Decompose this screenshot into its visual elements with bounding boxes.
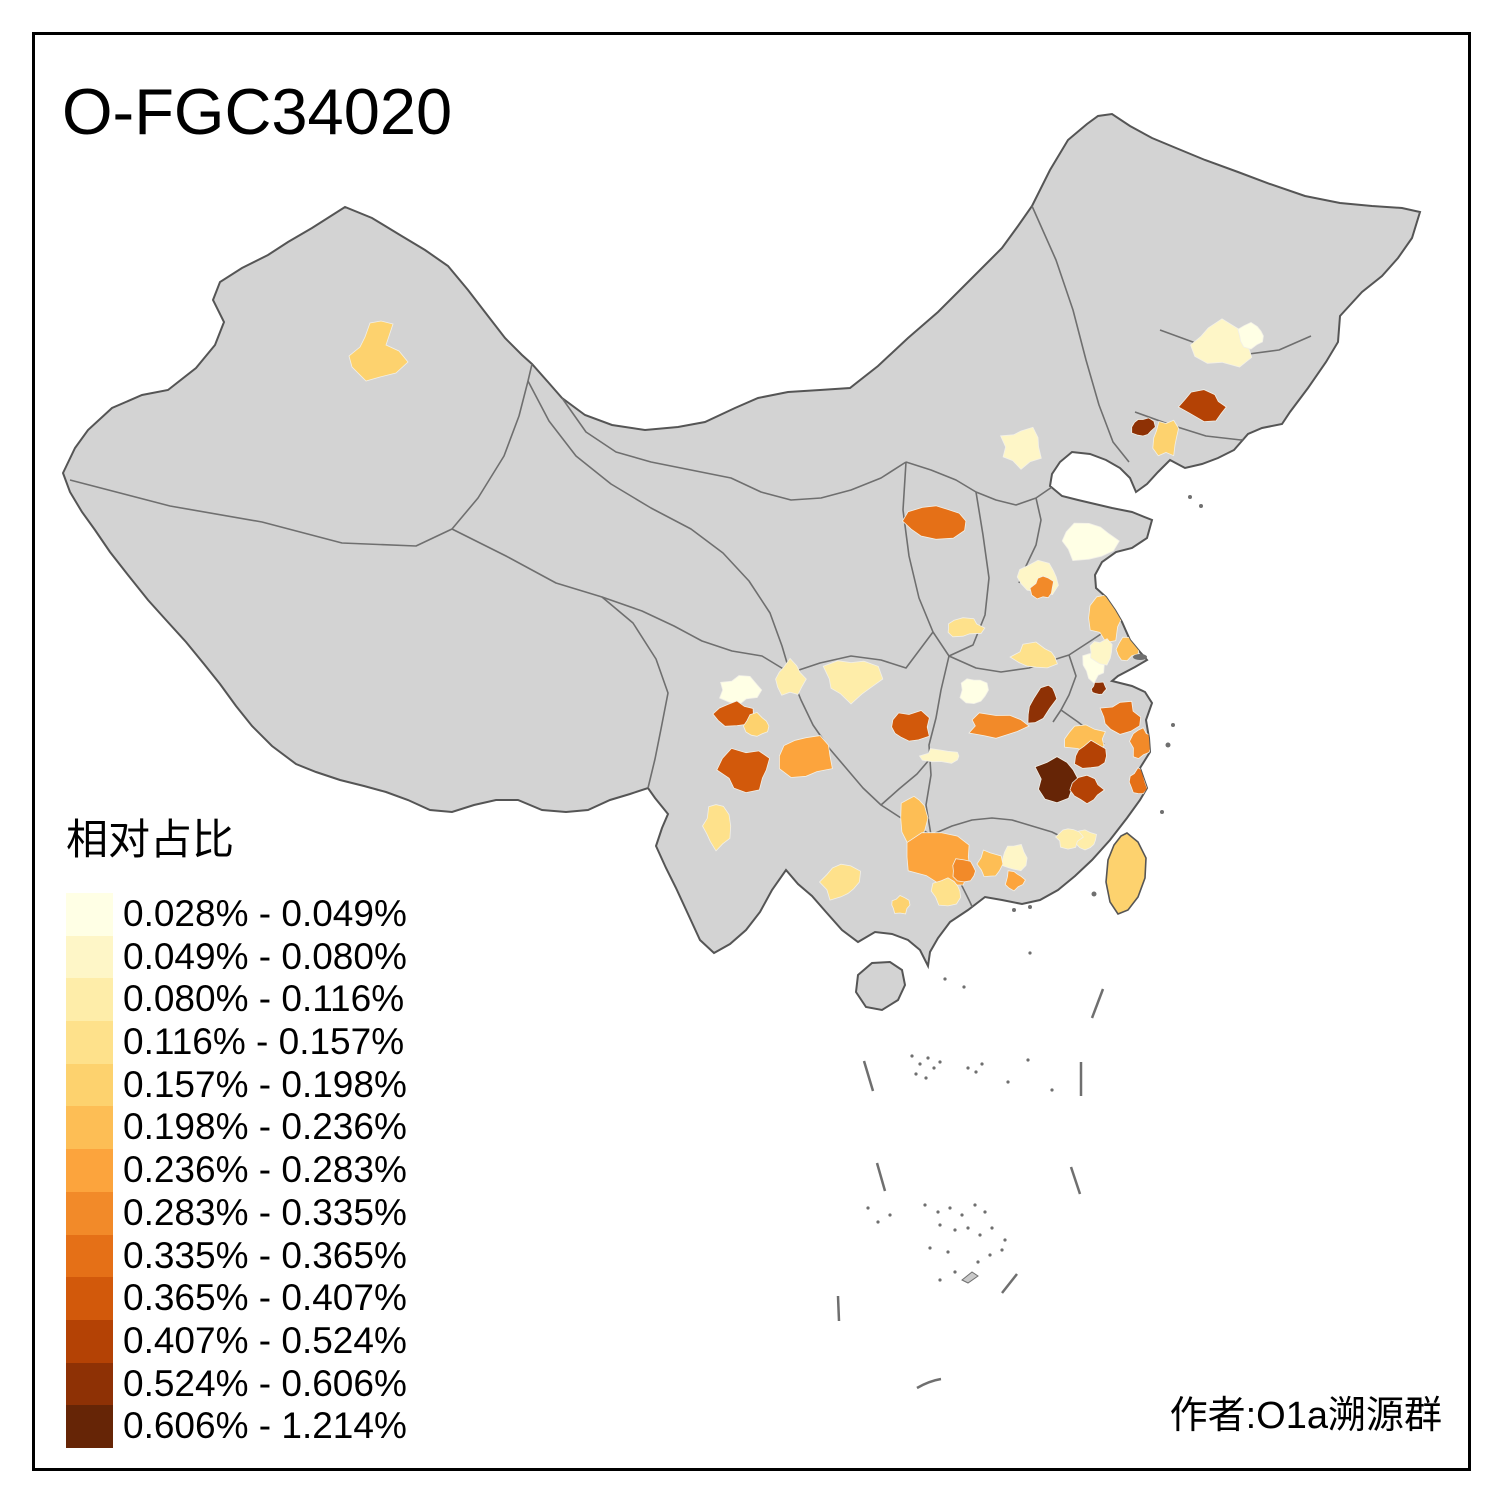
legend-swatch bbox=[66, 1405, 113, 1448]
map-region bbox=[891, 895, 911, 915]
legend-label: 0.524% - 0.606% bbox=[123, 1362, 407, 1404]
map-region bbox=[1029, 575, 1055, 600]
map-region bbox=[952, 858, 976, 883]
map-region bbox=[947, 617, 986, 638]
legend-item: 0.524% - 0.606% bbox=[66, 1362, 407, 1406]
map-region bbox=[716, 747, 771, 794]
map-region bbox=[1190, 318, 1253, 368]
legend: 相对占比 0.028% - 0.049% 0.049% - 0.080% 0.080… bbox=[66, 806, 407, 1448]
map-region bbox=[1152, 419, 1180, 457]
map-region bbox=[1001, 844, 1028, 872]
hainan-island bbox=[854, 960, 907, 1012]
map-region bbox=[742, 711, 770, 737]
map-region bbox=[818, 863, 862, 901]
coastal-islets bbox=[1012, 495, 1203, 912]
map-region bbox=[1099, 700, 1142, 735]
map-region bbox=[822, 660, 884, 705]
legend-swatch bbox=[66, 1191, 113, 1235]
map-region bbox=[1055, 828, 1084, 850]
legend-swatch bbox=[66, 1234, 113, 1278]
legend-item: 0.335% - 0.365% bbox=[66, 1234, 407, 1278]
legend-swatch bbox=[66, 1063, 113, 1107]
map-region bbox=[918, 748, 960, 764]
map-region bbox=[1000, 426, 1042, 470]
legend-swatch bbox=[66, 1277, 113, 1320]
map-region bbox=[348, 320, 409, 382]
attribution: 作者:O1a溯源群 bbox=[1169, 1395, 1442, 1437]
legend-label: 0.049% - 0.080% bbox=[123, 935, 407, 977]
map-region bbox=[719, 675, 763, 706]
legend-item: 0.283% - 0.335% bbox=[66, 1191, 407, 1235]
map-region bbox=[1009, 641, 1058, 669]
map-region bbox=[1027, 684, 1058, 724]
legend-swatch bbox=[66, 1362, 113, 1406]
map-region bbox=[901, 505, 967, 540]
page-title: O-FGC34020 bbox=[62, 75, 453, 148]
legend-label: 0.335% - 0.365% bbox=[123, 1234, 407, 1276]
map-region bbox=[1131, 417, 1156, 437]
legend-title: 相对占比 bbox=[66, 816, 235, 863]
legend-item: 0.080% - 0.116% bbox=[66, 978, 407, 1022]
legend-label: 0.365% - 0.407% bbox=[123, 1277, 407, 1319]
map-region bbox=[1237, 321, 1264, 350]
map-region bbox=[1069, 774, 1106, 805]
legend-label: 0.283% - 0.335% bbox=[123, 1191, 407, 1233]
map-region bbox=[775, 657, 807, 696]
prefecture-regions bbox=[348, 318, 1264, 915]
legend-item: 0.116% - 0.157% bbox=[66, 1021, 407, 1064]
legend-item: 0.157% - 0.198% bbox=[66, 1063, 407, 1107]
islands bbox=[854, 495, 1203, 1012]
map-region bbox=[1129, 727, 1153, 760]
map-region bbox=[1089, 638, 1113, 666]
map-region bbox=[702, 804, 732, 852]
map-region bbox=[1034, 756, 1079, 804]
legend-item: 0.606% - 1.214% bbox=[66, 1405, 407, 1448]
legend-label: 0.116% - 0.157% bbox=[123, 1021, 405, 1063]
map-region bbox=[930, 877, 962, 907]
nine-dash-line bbox=[836, 988, 1105, 1390]
map-region bbox=[1061, 522, 1120, 562]
legend-item: 0.365% - 0.407% bbox=[66, 1277, 407, 1320]
legend-swatch bbox=[66, 978, 113, 1022]
legend-swatch bbox=[66, 893, 113, 936]
taiwan-island bbox=[1105, 832, 1147, 915]
legend-swatch bbox=[66, 1106, 113, 1150]
legend-swatch bbox=[66, 1319, 113, 1363]
legend-swatch bbox=[66, 935, 113, 979]
legend-rows: 0.028% - 0.049% 0.049% - 0.080% 0.080% - 0… bbox=[66, 893, 407, 1448]
map-region bbox=[891, 710, 930, 742]
map-region bbox=[976, 849, 1004, 878]
legend-item: 0.028% - 0.049% bbox=[66, 893, 407, 936]
legend-label: 0.028% - 0.049% bbox=[123, 893, 407, 934]
legend-swatch bbox=[66, 1021, 113, 1064]
map-region bbox=[779, 735, 833, 778]
map-region bbox=[968, 712, 1030, 739]
map-region bbox=[1004, 870, 1026, 892]
map-region bbox=[1177, 389, 1227, 423]
map-region bbox=[1074, 739, 1107, 769]
legend-item: 0.236% - 0.283% bbox=[66, 1149, 407, 1192]
legend-swatch bbox=[66, 1149, 113, 1192]
map-region bbox=[1090, 681, 1107, 695]
legend-label: 0.606% - 1.214% bbox=[123, 1405, 407, 1447]
legend-item: 0.407% - 0.524% bbox=[66, 1319, 407, 1363]
legend-label: 0.157% - 0.198% bbox=[123, 1063, 407, 1105]
legend-label: 0.236% - 0.283% bbox=[123, 1149, 407, 1191]
legend-item: 0.198% - 0.236% bbox=[66, 1106, 407, 1150]
legend-label: 0.080% - 0.116% bbox=[123, 978, 405, 1020]
legend-label: 0.407% - 0.524% bbox=[123, 1319, 407, 1361]
south-china-sea-islands bbox=[866, 951, 1054, 1284]
map-region bbox=[959, 678, 989, 705]
legend-label: 0.198% - 0.236% bbox=[123, 1106, 407, 1148]
legend-item: 0.049% - 0.080% bbox=[66, 935, 407, 979]
plot-frame bbox=[32, 32, 1471, 1471]
